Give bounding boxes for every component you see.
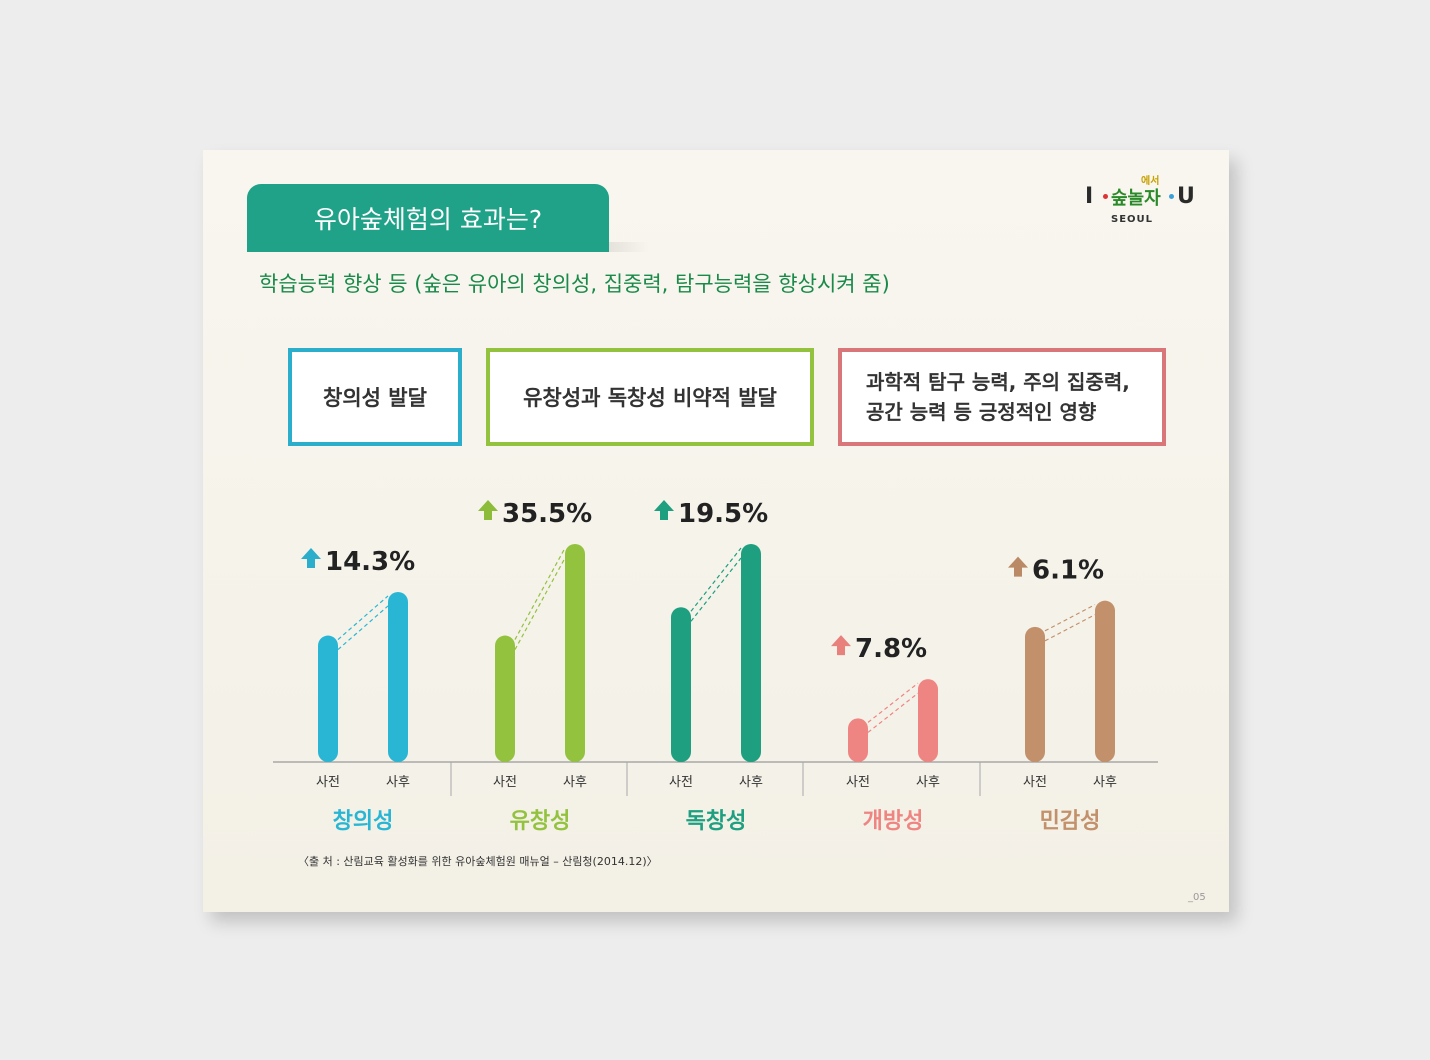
page-number: _05 xyxy=(1188,892,1206,903)
bubble-science-line2: 공간 능력 등 긍정적인 영향 xyxy=(866,400,1097,424)
bar-post-창의성 xyxy=(388,591,408,762)
up-arrow-icon-독창성 xyxy=(654,500,674,520)
bar-label-post-개방성: 사후 xyxy=(916,775,940,790)
connector-bottom-유창성 xyxy=(514,557,566,650)
bar-label-post-유창성: 사후 xyxy=(563,775,587,790)
group-label-개방성: 개방성 xyxy=(863,809,924,834)
source-citation: 〈출 처 : 산림교육 활성화를 위한 유아숲체험원 매뉴얼 – 산림청(201… xyxy=(298,855,658,868)
bubble-fluency: 유창성과 독창성 비약적 발달 xyxy=(486,348,814,446)
up-arrow-icon-유창성 xyxy=(478,500,498,520)
bar-post-민감성 xyxy=(1095,600,1115,762)
up-arrow-icon-민감성 xyxy=(1008,556,1028,577)
bar-post-독창성 xyxy=(741,544,761,762)
bar-label-pre-독창성: 사전 xyxy=(669,775,693,790)
group-label-창의성: 창의성 xyxy=(333,809,394,834)
bar-pre-개방성 xyxy=(848,718,868,762)
bar-label-post-창의성: 사후 xyxy=(386,775,410,790)
connector-bottom-독창성 xyxy=(690,557,742,622)
bar-pre-유창성 xyxy=(495,635,515,762)
bar-label-pre-창의성: 사전 xyxy=(316,775,340,790)
bar-label-post-독창성: 사후 xyxy=(739,775,763,790)
logo-dot-blue xyxy=(1169,194,1174,199)
bubble-creativity: 창의성 발달 xyxy=(288,348,462,446)
bar-label-pre-개방성: 사전 xyxy=(846,775,870,790)
bar-pre-민감성 xyxy=(1025,626,1045,762)
bar-label-post-민감성: 사후 xyxy=(1093,775,1117,790)
change-label-유창성: 35.5% xyxy=(502,499,592,529)
logo-kor-top: 에서 xyxy=(1141,174,1159,187)
bar-label-pre-유창성: 사전 xyxy=(493,775,517,790)
connector-top-창의성 xyxy=(337,595,389,641)
bar-post-유창성 xyxy=(565,544,585,762)
logo-kor-main: 숲놀자 xyxy=(1111,188,1161,209)
group-label-독창성: 독창성 xyxy=(686,809,747,834)
bubble-creativity-text: 창의성 발달 xyxy=(323,386,427,410)
logo-seoul: SEOUL xyxy=(1111,214,1154,225)
bubble-science: 과학적 탐구 능력, 주의 집중력, 공간 능력 등 긍정적인 영향 xyxy=(838,348,1166,446)
seoul-logo: I 에서 숲놀자 U SEOUL xyxy=(1083,170,1195,230)
group-label-유창성: 유창성 xyxy=(510,809,571,834)
bar-pre-창의성 xyxy=(318,635,338,762)
connector-top-개방성 xyxy=(867,682,919,723)
slide-card: 유아숲체험의 효과는? 학습능력 향상 등 (숲은 유아의 창의성, 집중력, … xyxy=(203,150,1229,912)
connector-bottom-개방성 xyxy=(867,692,919,733)
logo-letter-i: I xyxy=(1085,184,1094,209)
logo-korean-wordmark: 에서 숲놀자 xyxy=(1111,174,1161,209)
connector-top-민감성 xyxy=(1044,604,1096,632)
change-label-민감성: 6.1% xyxy=(1032,556,1104,586)
logo-dot-red xyxy=(1103,194,1108,199)
logo-letter-u: U xyxy=(1177,184,1195,209)
bar-pre-독창성 xyxy=(671,607,691,762)
bubble-science-line1: 과학적 탐구 능력, 주의 집중력, xyxy=(866,370,1130,394)
connector-top-유창성 xyxy=(514,547,566,640)
change-label-독창성: 19.5% xyxy=(678,499,768,529)
change-label-창의성: 14.3% xyxy=(325,547,415,577)
connector-top-독창성 xyxy=(690,547,742,612)
title-tab-shadow xyxy=(609,242,649,252)
connector-bottom-민감성 xyxy=(1044,614,1096,642)
up-arrow-icon-개방성 xyxy=(831,635,851,656)
subtitle: 학습능력 향상 등 (숲은 유아의 창의성, 집중력, 탐구능력을 향상시켜 줌… xyxy=(259,272,890,296)
bar-post-개방성 xyxy=(918,679,938,762)
bar-label-pre-민감성: 사전 xyxy=(1023,775,1047,790)
page-title: 유아숲체험의 효과는? xyxy=(247,184,609,252)
up-arrow-icon-창의성 xyxy=(301,547,321,568)
bubble-fluency-text: 유창성과 독창성 비약적 발달 xyxy=(523,386,777,410)
change-label-개방성: 7.8% xyxy=(855,634,927,664)
group-label-민감성: 민감성 xyxy=(1040,809,1101,834)
connector-bottom-창의성 xyxy=(337,605,389,651)
